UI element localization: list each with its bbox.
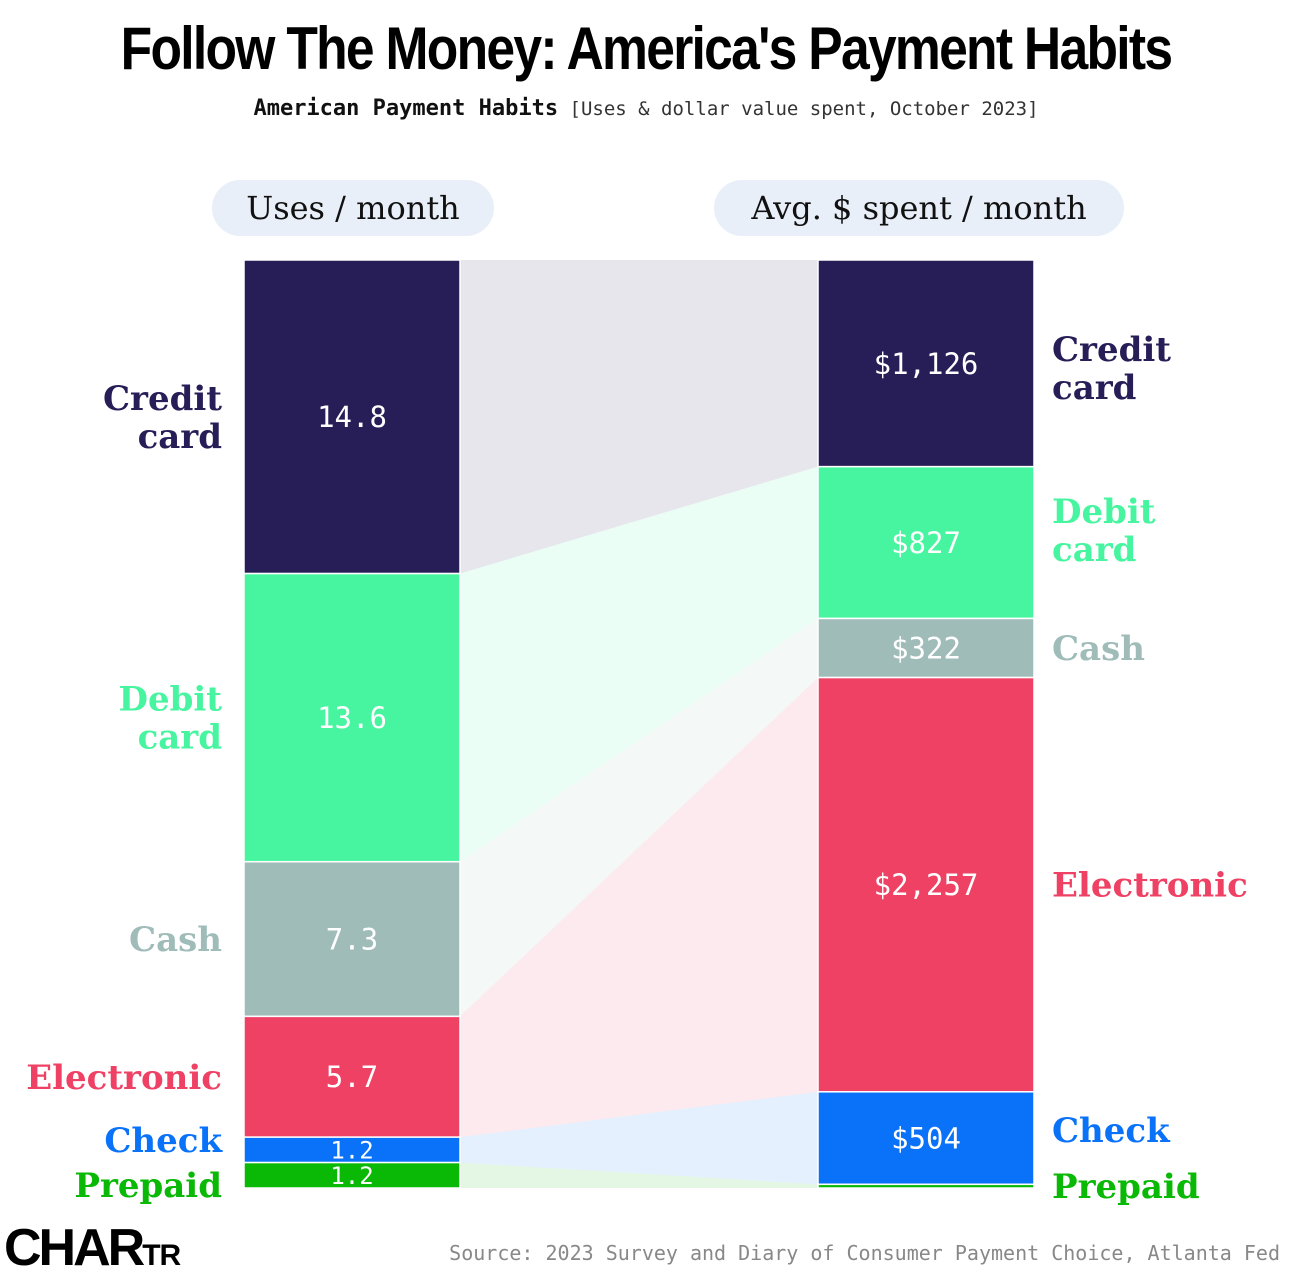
- subtitle-rest: [Uses & dollar value spent, October 2023…: [569, 98, 1039, 120]
- left-value-credit-card: 14.8: [317, 400, 387, 434]
- right-column-header: Avg. $ spent / month: [714, 180, 1124, 236]
- right-value-cash: $322: [891, 631, 961, 665]
- left-label-prepaid: Prepaid: [74, 1166, 222, 1206]
- connector-prepaid: [460, 1162, 818, 1188]
- connector-electronic: [460, 677, 818, 1138]
- left-column-header: Uses / month: [212, 180, 494, 236]
- left-value-electronic: 5.7: [326, 1060, 378, 1094]
- chart-title: Follow The Money: America's Payment Habi…: [120, 15, 1173, 82]
- left-value-prepaid: 1.2: [330, 1162, 373, 1190]
- left-bar-cash: [243, 860, 461, 1018]
- left-bar-check: [243, 1136, 461, 1164]
- left-label-check: Check: [104, 1121, 223, 1161]
- right-bar-electronic: [817, 676, 1035, 1093]
- left-label-electronic: Electronic: [26, 1058, 222, 1098]
- logo-main: CHAR: [4, 1219, 145, 1277]
- right-bar-credit-card: [817, 259, 1035, 468]
- right-value-electronic: $2,257: [874, 868, 979, 902]
- left-bar-electronic: [243, 1015, 461, 1138]
- left-label-debit-card: Debit card: [118, 680, 222, 758]
- left-bar-credit-card: [243, 259, 461, 575]
- left-bar-prepaid: [243, 1161, 461, 1189]
- subtitle-bold: American Payment Habits: [253, 96, 559, 121]
- right-bar-prepaid: [817, 1183, 1035, 1189]
- right-value-check: $504: [891, 1122, 961, 1156]
- right-bar-check: [817, 1091, 1035, 1186]
- left-bar-debit-card: [243, 572, 461, 863]
- connector-cash: [460, 618, 818, 1017]
- left-value-cash: 7.3: [326, 922, 378, 956]
- logo-small: TR: [142, 1239, 181, 1272]
- right-value-debit-card: $827: [891, 526, 961, 560]
- chart-subtitle: American Payment Habits [Uses & dollar v…: [0, 96, 1292, 121]
- connector-check: [460, 1091, 818, 1185]
- left-label-cash: Cash: [129, 920, 222, 960]
- right-bar-debit-card: [817, 465, 1035, 620]
- connector-credit-card: [460, 260, 818, 574]
- left-label-credit-card: Credit card: [103, 379, 222, 457]
- right-label-check: Check: [1052, 1111, 1171, 1151]
- right-bar-cash: [817, 617, 1035, 679]
- right-label-prepaid: Prepaid: [1052, 1167, 1200, 1207]
- connector-debit-card: [460, 466, 818, 862]
- chartr-logo: CHARTR: [4, 1218, 181, 1278]
- left-value-debit-card: 13.6: [317, 701, 387, 735]
- right-label-credit-card: Credit card: [1052, 330, 1171, 408]
- source-note: Source: 2023 Survey and Diary of Consume…: [449, 1241, 1280, 1265]
- right-value-credit-card: $1,126: [874, 347, 979, 381]
- right-label-cash: Cash: [1052, 629, 1145, 669]
- left-value-check: 1.2: [330, 1137, 373, 1165]
- right-label-electronic: Electronic: [1052, 866, 1248, 906]
- right-label-debit-card: Debit card: [1052, 492, 1156, 570]
